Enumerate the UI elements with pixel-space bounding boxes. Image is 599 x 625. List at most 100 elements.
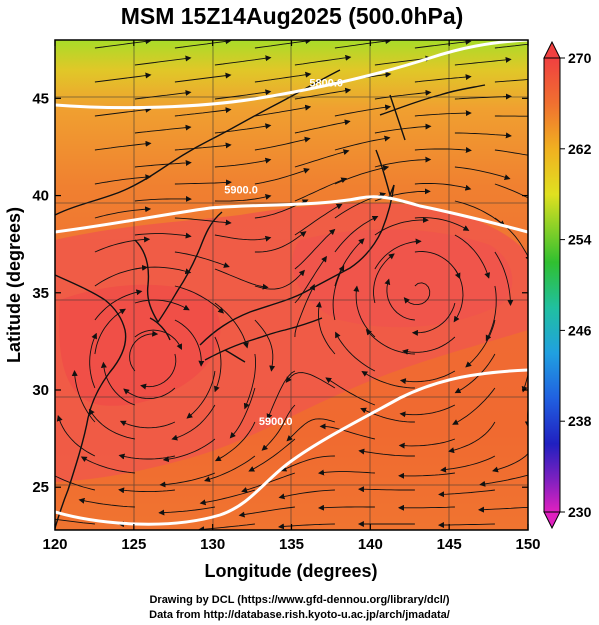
streamline — [278, 489, 335, 500]
streamline — [414, 40, 472, 49]
streamline — [214, 421, 256, 462]
streamline — [452, 387, 496, 425]
streamline — [530, 405, 539, 458]
streamline — [334, 135, 391, 151]
streamline — [533, 303, 537, 359]
streamline — [118, 487, 175, 494]
streamline — [118, 453, 175, 460]
streamline — [134, 159, 192, 168]
streamline — [174, 40, 232, 49]
streamline — [80, 456, 135, 474]
streamline — [454, 132, 512, 139]
y-tick-label: 35 — [32, 285, 49, 302]
streamline — [492, 453, 528, 473]
streamline — [94, 140, 152, 151]
colorbar-tick-label: 230 — [568, 504, 592, 520]
credit-drawing: Drawing by DCL (https://www.gfd-dennou.o… — [149, 594, 450, 606]
credit-data: Data from http://database.rish.kyoto-u.a… — [149, 609, 450, 621]
streamline — [134, 89, 192, 100]
grid-lines — [55, 40, 528, 530]
streamline — [335, 331, 376, 372]
x-tick-label: 125 — [121, 536, 146, 553]
streamline — [294, 228, 336, 270]
contour-labels: 5800.0 5900.0 5900.0 — [224, 78, 343, 428]
contour-5800 — [55, 40, 528, 110]
streamline — [535, 167, 590, 179]
x-axis-label: Longitude (degrees) — [204, 561, 377, 581]
streamline — [374, 55, 432, 66]
streamline — [174, 142, 232, 151]
streamline — [119, 420, 176, 429]
streamline — [334, 238, 365, 287]
streamline — [214, 234, 272, 242]
streamline — [403, 282, 431, 306]
streamline — [334, 40, 392, 49]
streamline — [174, 285, 225, 314]
streamline — [465, 319, 496, 368]
y-tick-label: 40 — [32, 188, 49, 205]
colorbar-tick-label: 270 — [568, 50, 592, 66]
streamline — [294, 255, 327, 304]
height-contours — [55, 40, 528, 526]
streamline — [521, 373, 528, 393]
streamline — [159, 472, 216, 488]
streamline — [494, 149, 528, 156]
streamline — [174, 179, 232, 186]
y-tick-label: 45 — [32, 90, 49, 107]
streamline — [248, 438, 296, 472]
streamline — [94, 308, 126, 355]
streamline — [318, 504, 375, 511]
streamline — [214, 55, 272, 66]
streamline — [294, 119, 351, 134]
streamline — [174, 319, 205, 367]
streamline — [315, 301, 336, 355]
streamline — [134, 232, 192, 239]
colorbar-tick-label: 254 — [568, 232, 592, 248]
streamline — [214, 89, 272, 100]
streamline — [174, 251, 230, 268]
streamline — [494, 217, 528, 262]
contour-5900-north — [55, 195, 528, 234]
streamline — [414, 74, 472, 83]
streamline — [398, 504, 455, 511]
x-tick-label: 145 — [437, 536, 462, 553]
streamline — [325, 377, 376, 406]
x-tick-label: 120 — [42, 536, 67, 553]
streamline — [414, 183, 472, 191]
x-tick-label: 140 — [358, 536, 383, 553]
streamline — [374, 156, 432, 168]
streamline — [454, 234, 491, 279]
streamline — [238, 506, 295, 518]
streamline — [254, 231, 307, 253]
streamline — [134, 55, 192, 66]
streamline — [199, 489, 256, 506]
streamline — [438, 489, 495, 498]
streamline — [214, 268, 269, 290]
streamline — [294, 54, 352, 66]
streamline — [261, 404, 296, 451]
streamline — [55, 475, 96, 491]
streamline — [94, 206, 152, 219]
streamline — [285, 372, 336, 389]
streamline — [89, 332, 97, 389]
streamline — [214, 194, 272, 202]
streamline — [365, 328, 415, 355]
colorbar-top-arrow — [543, 40, 561, 59]
streamline — [171, 404, 216, 441]
streamline — [448, 421, 496, 454]
streamline — [174, 72, 232, 83]
streamline — [214, 336, 222, 393]
streamline — [214, 123, 272, 134]
streamline — [485, 285, 497, 342]
streamline — [360, 407, 415, 423]
streamline — [243, 353, 256, 410]
streamline — [494, 43, 528, 49]
coastlines — [55, 69, 486, 529]
streamline — [361, 370, 415, 389]
y-axis-label: Latitude (degrees) — [4, 207, 24, 363]
streamline — [494, 183, 528, 199]
streamline — [374, 89, 432, 100]
streamline — [100, 361, 136, 406]
streamline — [162, 438, 216, 463]
